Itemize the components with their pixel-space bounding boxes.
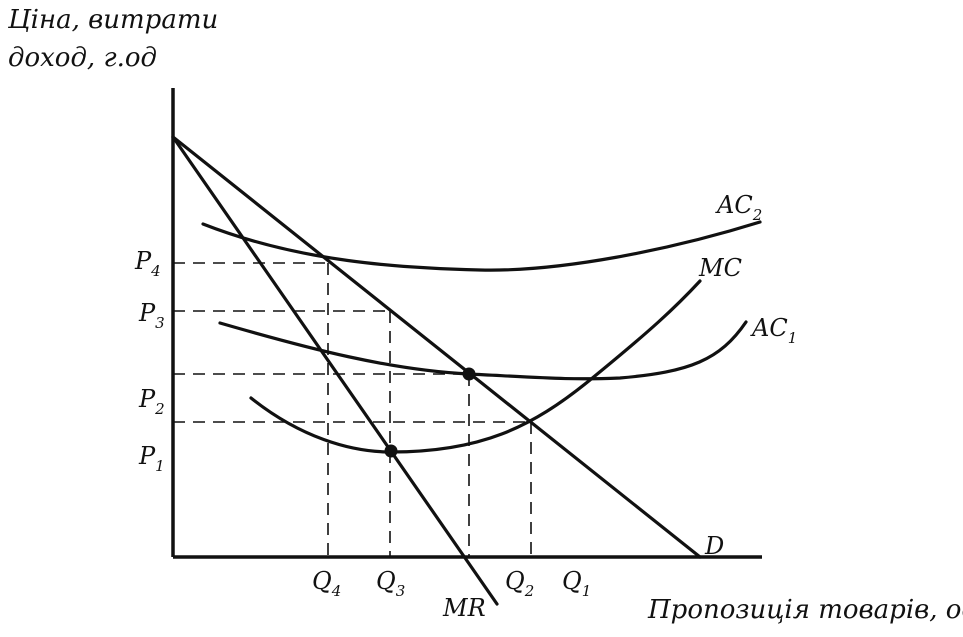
p1-label: P1 <box>138 442 165 475</box>
d-label-base: D <box>704 532 724 560</box>
p1-label-base: P <box>138 442 156 470</box>
axes <box>171 88 762 559</box>
p3-label: P3 <box>138 299 165 332</box>
marginal-cost-revenue-point <box>384 444 398 458</box>
q3-label-base: Q <box>376 567 396 595</box>
average-cost-2-curve <box>201 220 762 272</box>
q2-label-subscript: 2 <box>524 582 535 600</box>
p2-label-base: P <box>138 385 156 413</box>
marginal-cost-curve <box>249 279 702 454</box>
ac1-label-subscript: 1 <box>788 329 798 347</box>
y-axis-title: Ціна, витрати доход, г.од <box>8 2 218 77</box>
mc-label: MC <box>698 254 742 282</box>
d-label: D <box>704 532 724 560</box>
marginal-revenue-line <box>171 135 499 606</box>
mr-label: MR <box>442 594 486 622</box>
q3-label-subscript: 3 <box>396 582 406 600</box>
ac2-label-subscript: 2 <box>752 206 763 224</box>
p2-label: P2 <box>138 385 165 418</box>
q1-label-subscript: 1 <box>582 582 592 600</box>
mc-label-base: MC <box>698 254 742 282</box>
p4-label-subscript: 4 <box>150 262 161 280</box>
q4-label: Q4 <box>312 567 341 600</box>
q3-label: Q3 <box>376 567 405 600</box>
q2-label-base: Q <box>505 567 525 595</box>
p4-label-base: P <box>134 247 152 275</box>
x-axis-title: Пропозиція товарів, од <box>648 595 963 625</box>
ac1-label-base: AC <box>750 314 788 342</box>
p3-label-base: P <box>138 299 156 327</box>
p2-label-subscript: 2 <box>154 400 165 418</box>
p3-label-subscript: 3 <box>155 314 165 332</box>
mr-label-base: MR <box>442 594 486 622</box>
ac1-label: AC1 <box>750 314 797 347</box>
q1-label: Q1 <box>562 567 591 600</box>
q4-label-base: Q <box>312 567 332 595</box>
ac2-label-base: AC <box>715 191 753 219</box>
q4-label-subscript: 4 <box>331 582 342 600</box>
demand-line <box>171 135 702 559</box>
ac2-label: AC2 <box>715 191 762 224</box>
p1-label-subscript: 1 <box>155 457 165 475</box>
average-cost-1-curve <box>218 320 748 381</box>
guide-lines <box>173 262 532 557</box>
marked-points <box>384 367 476 458</box>
q1-label-base: Q <box>562 567 582 595</box>
y-axis-title-line1: Ціна, витрати <box>8 5 219 35</box>
q2-label: Q2 <box>505 567 534 600</box>
curves <box>171 135 762 606</box>
y-axis-title-line2: доход, г.од <box>8 42 157 73</box>
p4-label: P4 <box>134 247 161 280</box>
average-cost-demand-point <box>462 367 476 381</box>
